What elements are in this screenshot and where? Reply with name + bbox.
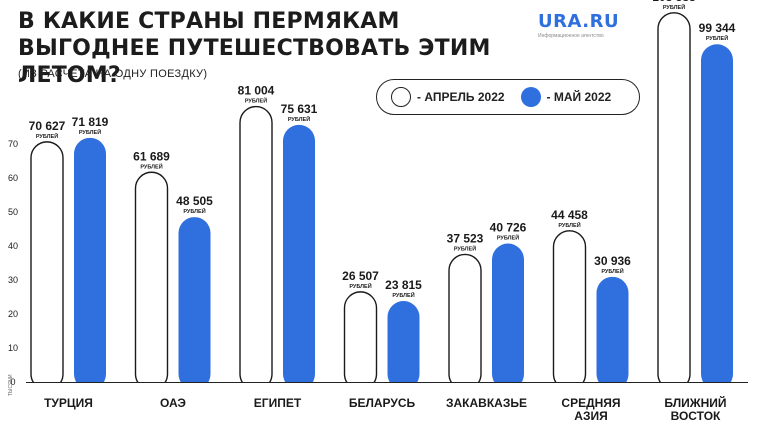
bar-value-label: 37 523	[447, 231, 484, 245]
legend: - АПРЕЛЬ 2022 - МАЙ 2022	[376, 79, 640, 115]
bar-april	[30, 141, 64, 391]
y-tick-label: 10	[8, 343, 18, 353]
bar-value-label: 44 458	[551, 208, 588, 222]
bar-unit-label: РУБЛЕЙ	[392, 291, 414, 299]
bar-value-label: 81 004	[238, 84, 275, 98]
y-tick-label: 0	[10, 377, 15, 387]
bar-value-label: 61 689	[133, 149, 170, 163]
y-tick-label: 40	[8, 241, 18, 251]
bar-unit-label: РУБЛЕЙ	[706, 34, 728, 42]
bar-unit-label: РУБЛЕЙ	[663, 3, 685, 11]
category-label: СРЕДНЯЯ	[561, 396, 620, 410]
bar-april	[657, 12, 691, 391]
category-label: ТУРЦИЯ	[44, 396, 93, 410]
category-label: АЗИЯ	[574, 409, 607, 423]
ura-logo: URA.RU Информационное агентство	[538, 11, 648, 40]
y-tick-label: 20	[8, 309, 18, 319]
y-tick-label: 50	[8, 207, 18, 217]
bar-may	[74, 137, 106, 390]
category-label: ВОСТОК	[671, 409, 721, 423]
y-tick-label: 60	[8, 173, 18, 183]
bar-unit-label: РУБЛЕЙ	[140, 162, 162, 170]
bar-april	[552, 230, 587, 391]
bar-april	[134, 171, 169, 391]
y-tick-label: 70	[8, 139, 18, 149]
chart-subtitle: (ИЗ РАСЧЕТА НА ОДНУ ПОЕЗДКУ)	[18, 68, 208, 80]
y-tick-label: 30	[8, 275, 18, 285]
bar-unit-label: РУБЛЕЙ	[601, 267, 623, 275]
logo-tagline: Информационное агентство	[538, 33, 604, 39]
bar-may	[701, 44, 733, 390]
bar-april	[343, 291, 378, 391]
bar-value-label: 48 505	[176, 194, 213, 208]
bar-value-label: 40 726	[490, 221, 527, 235]
bar-unit-label: РУБЛЕЙ	[36, 132, 58, 140]
legend-item-may: - МАЙ 2022	[520, 87, 612, 107]
bar-unit-label: РУБЛЕЙ	[288, 115, 310, 123]
bar-may	[492, 243, 524, 390]
legend-item-april: - АПРЕЛЬ 2022	[391, 87, 505, 107]
baseline-mask	[26, 383, 748, 392]
bar-unit-label: РУБЛЕЙ	[454, 244, 476, 252]
bar-may	[387, 301, 420, 390]
legend-swatch-may	[520, 87, 541, 107]
bar-may	[596, 276, 629, 390]
legend-label-april: - АПРЕЛЬ 2022	[417, 90, 505, 104]
legend-label-may: - МАЙ 2022	[546, 90, 612, 104]
bar-value-label: 71 819	[72, 115, 109, 129]
bar-value-label: 75 631	[281, 102, 318, 116]
category-label: ЕГИПЕТ	[254, 396, 302, 410]
category-label: ОАЭ	[160, 396, 186, 410]
bar-unit-label: РУБЛЕЙ	[349, 282, 371, 290]
bar-value-label: 70 627	[29, 119, 66, 133]
category-label: БЕЛАРУСЬ	[349, 396, 416, 410]
bar-may	[283, 124, 315, 390]
bar-value-label: 23 815	[385, 278, 422, 292]
bar-value-label: 26 507	[342, 269, 379, 283]
bar-unit-label: РУБЛЕЙ	[558, 221, 580, 229]
category-label: ЗАКАВКАЗЬЕ	[446, 396, 527, 410]
bar-value-label: 30 936	[594, 254, 631, 268]
bar-unit-label: РУБЛЕЙ	[245, 97, 267, 105]
bar-april	[448, 253, 482, 391]
bar-unit-label: РУБЛЕЙ	[79, 128, 101, 136]
logo-text: URA.RU	[538, 11, 620, 32]
chart-title: В КАКИЕ СТРАНЫ ПЕРМЯКАМ ВЫГОДНЕЕ ПУТЕШЕС…	[18, 9, 491, 88]
bar-value-label: 99 344	[699, 21, 736, 35]
bar-unit-label: РУБЛЕЙ	[183, 207, 205, 215]
category-label: БЛИЖНИЙ	[664, 395, 726, 410]
bar-unit-label: РУБЛЕЙ	[497, 234, 519, 242]
bar-value-label: 108 588	[652, 0, 696, 4]
bar-april	[239, 105, 273, 391]
bar-may	[178, 217, 211, 390]
legend-swatch-april	[391, 87, 411, 107]
